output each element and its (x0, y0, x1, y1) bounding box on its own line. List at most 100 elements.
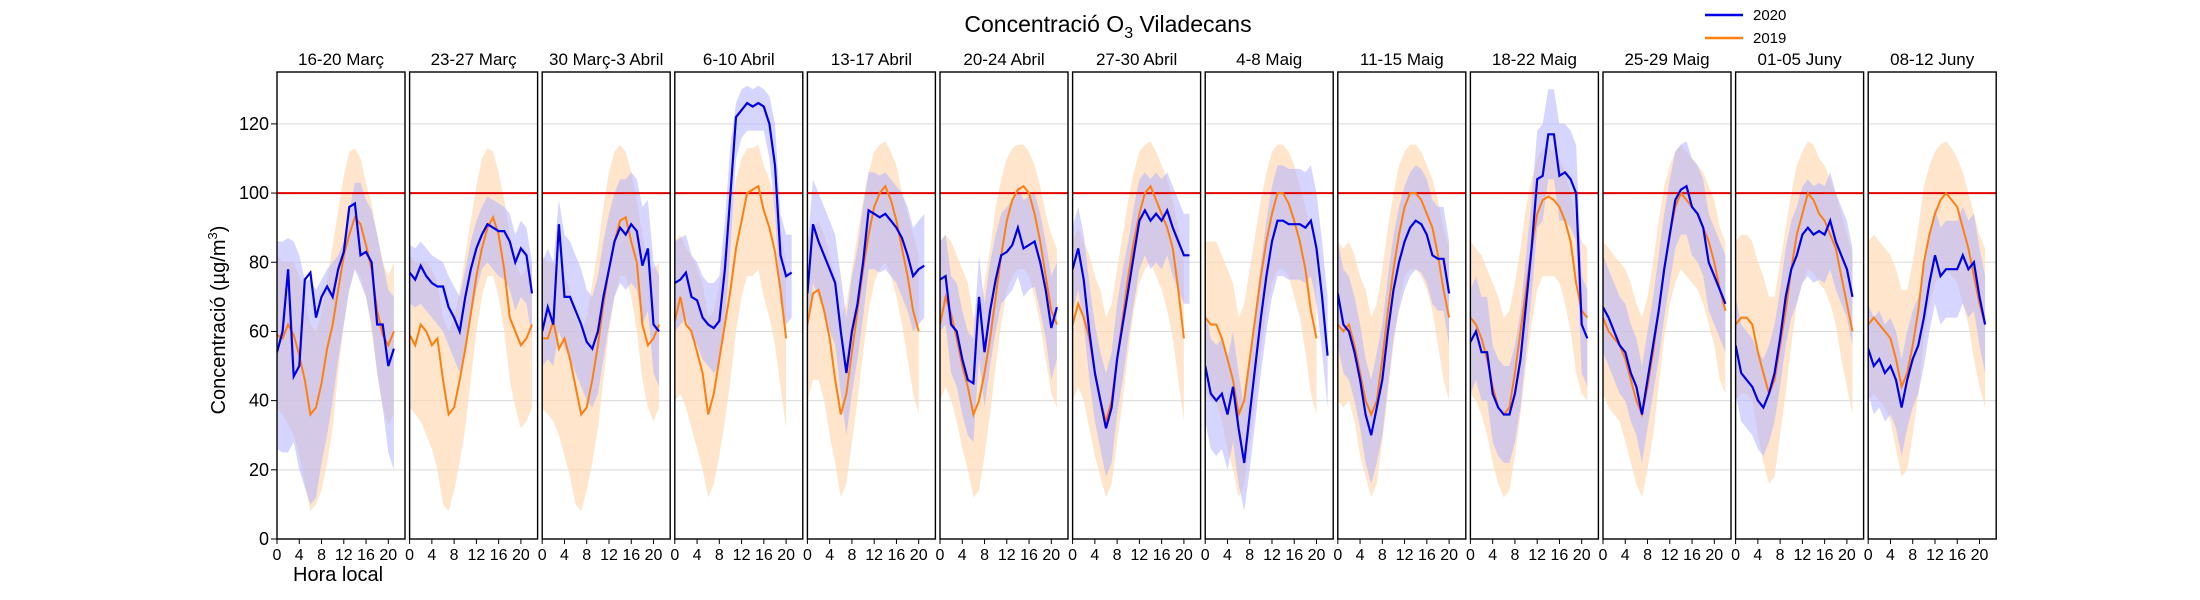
x-tick-label: 8 (450, 547, 459, 564)
panel-title: 18-22 Maig (1492, 50, 1577, 69)
x-tick-label: 0 (273, 547, 282, 564)
y-tick-label: 40 (249, 391, 269, 411)
panel-6: 20-24 Abril 0 4 8 12 16 20 (936, 50, 1069, 564)
y-tick-label: 120 (239, 114, 269, 134)
panel-plot-area (1735, 141, 1864, 484)
x-tick-label: 8 (317, 547, 326, 564)
panel-frame (674, 71, 804, 540)
panel-frame (806, 71, 937, 540)
legend-label-2020: 2020 (1753, 7, 1786, 24)
x-tick-label: 16 (1948, 547, 1966, 564)
x-tick-label: 12 (1396, 547, 1414, 564)
series-2019-line (1205, 192, 1318, 419)
band-2020 (1735, 172, 1853, 457)
x-tick-label: 16 (1153, 547, 1171, 564)
y-tick-label: 60 (249, 321, 269, 341)
panel-frame (1337, 71, 1467, 540)
series-2019-line (1868, 191, 1987, 391)
x-tick-label: 8 (1510, 547, 1519, 564)
band-2020 (807, 172, 925, 436)
x-tick-label: 16 (622, 547, 640, 564)
x-tick-label: 4 (693, 547, 702, 564)
x-tick-label: 12 (1130, 547, 1148, 564)
x-tick-label: 0 (1466, 547, 1475, 564)
x-tick-label: 4 (295, 547, 304, 564)
band-2020 (940, 186, 1057, 443)
x-tick-label: 20 (379, 547, 397, 564)
panel-7: 27-30 Abril 0 4 8 12 16 20 (1068, 50, 1202, 564)
x-tick-label: 12 (733, 547, 751, 564)
panel-frame (408, 71, 539, 540)
x-tick-label: 8 (1245, 547, 1254, 564)
x-tick-label: 16 (888, 547, 906, 564)
x-tick-label: 16 (1020, 547, 1038, 564)
x-tick-label: 20 (777, 547, 795, 564)
series-2020-line (807, 208, 925, 374)
x-tick-label: 0 (1864, 547, 1873, 564)
panel-frame (1071, 71, 1202, 540)
x-tick-label: 12 (1528, 547, 1546, 564)
x-tick-label: 0 (1333, 547, 1342, 564)
y-tick-label: 100 (239, 183, 269, 203)
band-2020 (1205, 165, 1328, 512)
x-tick-label: 20 (1838, 547, 1856, 564)
y-axis-label: Concentració (µg/m3) (205, 226, 230, 415)
panel-plot-area (940, 144, 1068, 498)
x-tick-label: 12 (1263, 547, 1281, 564)
series-2020-line (1205, 218, 1329, 464)
x-tick-label: 20 (1573, 547, 1591, 564)
series-2019-line (1735, 190, 1854, 397)
x-tick-label: 12 (1661, 547, 1679, 564)
series-2020-line (1735, 217, 1854, 410)
series-2019-line (1337, 192, 1451, 418)
x-tick-label: 12 (335, 547, 353, 564)
panel-11: 25-29 Maig 0 4 8 12 16 20 (1599, 50, 1732, 564)
x-tick-label: 16 (1816, 547, 1834, 564)
x-tick-label: 16 (1551, 547, 1569, 564)
series-2020-line (277, 201, 395, 381)
panel-title: 20-24 Abril (963, 50, 1044, 69)
series-2020-line (1337, 219, 1451, 436)
panel-title: 13-17 Abril (831, 50, 912, 69)
panel-title: 01-05 Juny (1758, 50, 1843, 69)
x-tick-label: 20 (1042, 547, 1060, 564)
x-tick-label: 4 (1621, 547, 1630, 564)
x-tick-label: 0 (1731, 547, 1740, 564)
x-tick-label: 0 (538, 547, 547, 564)
series-2020-line (1603, 184, 1727, 415)
x-tick-label: 0 (803, 547, 812, 564)
panel-plot-area (1868, 141, 1997, 477)
x-tick-label: 12 (467, 547, 485, 564)
panel-1: 16-20 Març 0 4 8 12 16 20 (273, 50, 406, 564)
x-tick-label: 0 (936, 547, 945, 564)
x-tick-label: 4 (825, 547, 834, 564)
panel-frame (939, 71, 1069, 540)
x-tick-label: 0 (1599, 547, 1608, 564)
y-tick-label: 20 (249, 460, 269, 480)
band-2020 (542, 172, 660, 408)
panel-plot-area (674, 85, 803, 498)
x-tick-label: 4 (1090, 547, 1099, 564)
panel-9: 11-15 Maig 0 4 8 12 16 20 (1333, 50, 1467, 564)
series-2020-line (940, 223, 1058, 386)
x-tick-label: 12 (1926, 547, 1944, 564)
panel-title: 4-8 Maig (1236, 50, 1302, 69)
chart-title-suffix: Viladecans (1133, 11, 1252, 37)
x-tick-label: 4 (1356, 547, 1365, 564)
x-tick-label: 20 (645, 547, 663, 564)
panel-4: 6-10 Abril 0 4 8 12 16 20 (670, 50, 804, 564)
panel-8: 4-8 Maig 0 4 8 12 16 20 (1201, 50, 1334, 564)
band-2020 (674, 85, 792, 374)
x-tick-label: 8 (1643, 547, 1652, 564)
series-2019-line (674, 184, 788, 415)
x-tick-label: 12 (600, 547, 618, 564)
panel-title: 08-12 Juny (1890, 50, 1975, 69)
series-2020-line (1072, 207, 1190, 429)
x-tick-label: 20 (910, 547, 928, 564)
band-2020 (277, 182, 394, 505)
x-tick-label: 4 (427, 547, 436, 564)
chart-title-main: Concentració O (964, 11, 1124, 37)
x-tick-label: 8 (715, 547, 724, 564)
y-tick-label: 80 (249, 252, 269, 272)
